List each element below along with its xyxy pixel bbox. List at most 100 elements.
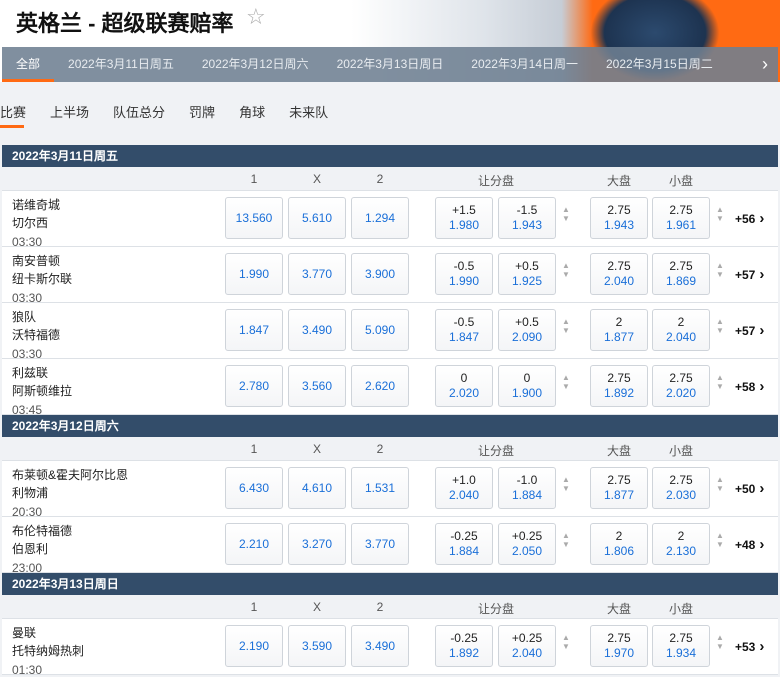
- chevron-right-icon[interactable]: ›: [762, 54, 768, 74]
- market-tab[interactable]: 队伍总分: [113, 105, 166, 120]
- market-tab[interactable]: 角球: [239, 105, 266, 120]
- away-team[interactable]: 利物浦: [12, 486, 49, 500]
- odds-button-ov[interactable]: 2 1.877: [590, 309, 648, 351]
- sort-arrows-icon[interactable]: ▲ ▼: [562, 373, 570, 391]
- odds-button-h1[interactable]: 0 2.020: [435, 365, 493, 407]
- odds-button-o2[interactable]: 3.770: [351, 523, 409, 565]
- home-team[interactable]: 布莱顿&霍夫阿尔比恩: [12, 468, 129, 482]
- odds-button-o2[interactable]: 3.900: [351, 253, 409, 295]
- sort-arrows-icon[interactable]: ▲ ▼: [562, 633, 570, 651]
- sort-arrows-icon[interactable]: ▲ ▼: [562, 261, 570, 279]
- away-team[interactable]: 切尔西: [12, 216, 49, 230]
- sort-arrows-icon[interactable]: ▲ ▼: [562, 317, 570, 335]
- odds-button-ov[interactable]: 2.75 1.877: [590, 467, 648, 509]
- odds-button-o2[interactable]: 3.490: [351, 625, 409, 667]
- market-tab[interactable]: 罚牌: [189, 105, 216, 120]
- odds-button-ov[interactable]: 2.75 1.892: [590, 365, 648, 407]
- sort-arrows-icon[interactable]: ▲ ▼: [716, 261, 724, 279]
- more-markets-button[interactable]: +58 ›: [735, 378, 764, 395]
- odds-button-h2[interactable]: +0.5 2.090: [498, 309, 556, 351]
- sort-arrows-icon[interactable]: ▲ ▼: [716, 531, 724, 549]
- odds-button-un[interactable]: 2.75 1.869: [652, 253, 710, 295]
- odds-button-o1[interactable]: 1.847: [225, 309, 283, 351]
- odds-button-o1[interactable]: 2.210: [225, 523, 283, 565]
- home-team[interactable]: 曼联: [12, 626, 37, 640]
- odds-button-h1[interactable]: -0.5 1.847: [435, 309, 493, 351]
- odds-button-h1[interactable]: -0.25 1.884: [435, 523, 493, 565]
- line: +1.5: [452, 203, 476, 217]
- sort-arrows-icon[interactable]: ▲ ▼: [562, 531, 570, 549]
- market-tab[interactable]: 未来队: [289, 105, 329, 120]
- odds-button-un[interactable]: 2.75 2.030: [652, 467, 710, 509]
- more-markets-button[interactable]: +50 ›: [735, 480, 764, 497]
- odds-button-h2[interactable]: -1.0 1.884: [498, 467, 556, 509]
- date-tab[interactable]: 2022年3月15日周二: [606, 57, 713, 71]
- away-team[interactable]: 阿斯顿维拉: [12, 384, 73, 398]
- odds-button-un[interactable]: 2.75 1.961: [652, 197, 710, 239]
- sort-arrows-icon[interactable]: ▲ ▼: [716, 205, 724, 223]
- date-tab[interactable]: 全部: [2, 47, 55, 82]
- home-team[interactable]: 狼队: [12, 310, 37, 324]
- more-markets-button[interactable]: +48 ›: [735, 536, 764, 553]
- odds-button-o1[interactable]: 13.560: [225, 197, 283, 239]
- odds-button-h2[interactable]: +0.5 1.925: [498, 253, 556, 295]
- odds-button-ox[interactable]: 4.610: [288, 467, 346, 509]
- date-tab[interactable]: 2022年3月12日周六: [201, 57, 309, 71]
- sort-arrows-icon[interactable]: ▲ ▼: [716, 475, 724, 493]
- odds-button-ov[interactable]: 2.75 1.943: [590, 197, 648, 239]
- odds-button-ox[interactable]: 3.770: [288, 253, 346, 295]
- column-c2: 2: [376, 442, 384, 456]
- home-team[interactable]: 利兹联: [12, 366, 49, 380]
- more-markets-button[interactable]: +56 ›: [735, 210, 764, 227]
- more-markets-button[interactable]: +57 ›: [735, 266, 764, 283]
- odds-button-h2[interactable]: 0 1.900: [498, 365, 556, 407]
- odds-button-o1[interactable]: 1.990: [225, 253, 283, 295]
- odds-button-ox[interactable]: 5.610: [288, 197, 346, 239]
- odds-button-ox[interactable]: 3.270: [288, 523, 346, 565]
- home-team[interactable]: 南安普顿: [12, 254, 61, 268]
- home-team[interactable]: 布伦特福德: [12, 524, 73, 538]
- date-tab[interactable]: 2022年3月11日周五: [68, 57, 174, 71]
- date-tab[interactable]: 2022年3月13日周日: [336, 57, 444, 71]
- odds-button-un[interactable]: 2 2.040: [652, 309, 710, 351]
- odds-button-h2[interactable]: -1.5 1.943: [498, 197, 556, 239]
- odds-button-o2[interactable]: 5.090: [351, 309, 409, 351]
- odds-button-ov[interactable]: 2.75 2.040: [590, 253, 648, 295]
- market-tab[interactable]: 上半场: [50, 105, 90, 120]
- sort-arrows-icon[interactable]: ▲ ▼: [716, 633, 724, 651]
- away-team[interactable]: 沃特福德: [12, 328, 61, 342]
- odds-button-un[interactable]: 2.75 1.934: [652, 625, 710, 667]
- away-team[interactable]: 托特纳姆热刺: [12, 644, 85, 658]
- away-team[interactable]: 纽卡斯尔联: [12, 272, 73, 286]
- odds-button-o2[interactable]: 2.620: [351, 365, 409, 407]
- sort-arrows-icon[interactable]: ▲ ▼: [716, 373, 724, 391]
- odds-button-o1[interactable]: 2.780: [225, 365, 283, 407]
- odds-button-h1[interactable]: -0.5 1.990: [435, 253, 493, 295]
- odds-button-h2[interactable]: +0.25 2.050: [498, 523, 556, 565]
- date-tab[interactable]: 2022年3月14日周一: [471, 57, 578, 71]
- odds-button-ov[interactable]: 2 1.806: [590, 523, 648, 565]
- odds-button-un[interactable]: 2.75 2.020: [652, 365, 710, 407]
- odds-button-h1[interactable]: +1.5 1.980: [435, 197, 493, 239]
- odds-button-h1[interactable]: +1.0 2.040: [435, 467, 493, 509]
- odds-button-h2[interactable]: +0.25 2.040: [498, 625, 556, 667]
- market-tab[interactable]: 比赛: [0, 98, 26, 128]
- sort-arrows-icon[interactable]: ▲ ▼: [562, 475, 570, 493]
- odds-button-un[interactable]: 2 2.130: [652, 523, 710, 565]
- odds-button-h1[interactable]: -0.25 1.892: [435, 625, 493, 667]
- odds-button-ov[interactable]: 2.75 1.970: [590, 625, 648, 667]
- odds-button-ox[interactable]: 3.560: [288, 365, 346, 407]
- odds-button-o2[interactable]: 1.294: [351, 197, 409, 239]
- star-icon[interactable]: ☆: [246, 4, 266, 29]
- more-markets-button[interactable]: +53 ›: [735, 638, 764, 655]
- odds-button-o1[interactable]: 2.190: [225, 625, 283, 667]
- away-team[interactable]: 伯恩利: [12, 542, 49, 556]
- sort-arrows-icon[interactable]: ▲ ▼: [562, 205, 570, 223]
- odds-button-ox[interactable]: 3.490: [288, 309, 346, 351]
- more-markets-button[interactable]: +57 ›: [735, 322, 764, 339]
- odds-button-o1[interactable]: 6.430: [225, 467, 283, 509]
- odds-button-o2[interactable]: 1.531: [351, 467, 409, 509]
- home-team[interactable]: 诺维奇城: [12, 198, 61, 212]
- odds-button-ox[interactable]: 3.590: [288, 625, 346, 667]
- sort-arrows-icon[interactable]: ▲ ▼: [716, 317, 724, 335]
